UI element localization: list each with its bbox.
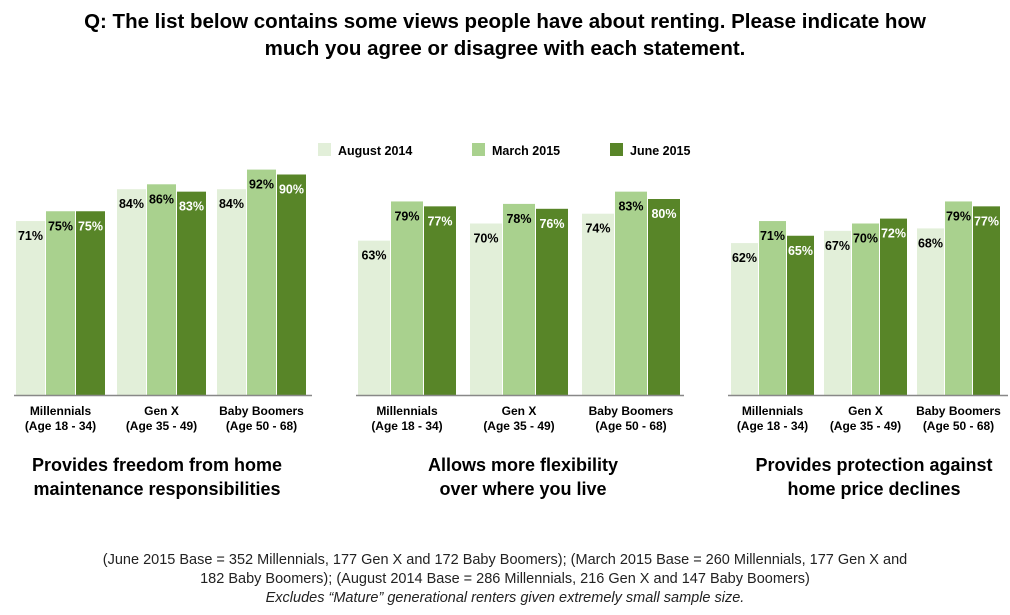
category-label-2-0: Millennials xyxy=(742,404,804,418)
data-label-1-2-0: 74% xyxy=(585,222,610,236)
footnote-line-3: Excludes “Mature” generational renters g… xyxy=(265,590,745,606)
category-label-1-0: (Age 18 - 34) xyxy=(371,419,442,433)
category-label-0-0: Millennials xyxy=(30,404,92,418)
legend-label-2: June 2015 xyxy=(630,144,691,158)
category-label-0-2: Baby Boomers xyxy=(219,404,304,418)
data-label-1-1-1: 78% xyxy=(506,212,531,226)
data-label-0-1-1: 86% xyxy=(149,192,174,206)
chart-title-0: Provides freedom from home xyxy=(32,455,282,475)
bar-2-1-1 xyxy=(852,223,879,395)
bar-2-0-0 xyxy=(731,243,758,395)
bar-1-2-1 xyxy=(615,191,647,395)
category-label-2-1: Gen X xyxy=(848,404,883,418)
bar-0-2-2 xyxy=(277,174,306,395)
data-label-2-0-1: 71% xyxy=(760,229,785,243)
data-label-0-0-0: 71% xyxy=(18,229,43,243)
category-label-0-0: (Age 18 - 34) xyxy=(25,419,96,433)
bar-0-0-2 xyxy=(76,211,105,395)
data-label-1-0-0: 63% xyxy=(361,249,386,263)
bar-2-0-1 xyxy=(759,221,786,395)
bar-2-0-2 xyxy=(787,235,814,395)
bar-2-2-0 xyxy=(917,228,944,395)
bar-0-0-0 xyxy=(16,221,45,395)
category-label-2-0: (Age 18 - 34) xyxy=(737,419,808,433)
data-label-0-0-1: 75% xyxy=(48,219,73,233)
legend-swatch-1 xyxy=(472,143,485,156)
question-line-1: Q: The list below contains some views pe… xyxy=(84,10,926,33)
chart-title-1: over where you live xyxy=(439,479,606,499)
chart-title-1: Allows more flexibility xyxy=(428,455,618,475)
data-label-0-1-2: 83% xyxy=(179,200,204,214)
bar-1-1-2 xyxy=(536,208,568,395)
data-label-0-2-1: 92% xyxy=(249,178,274,192)
footnote-line-2: 182 Baby Boomers); (August 2014 Base = 2… xyxy=(200,571,810,587)
data-label-0-2-2: 90% xyxy=(279,183,304,197)
data-label-1-1-2: 76% xyxy=(539,217,564,231)
footnote: (June 2015 Base = 352 Millennials, 177 G… xyxy=(0,551,1010,608)
bar-1-2-2 xyxy=(648,199,680,395)
bar-1-2-0 xyxy=(582,213,614,395)
bar-0-1-1 xyxy=(147,184,176,395)
category-label-1-1: Gen X xyxy=(502,404,537,418)
data-label-2-1-1: 70% xyxy=(853,232,878,246)
bar-1-0-2 xyxy=(424,206,456,395)
category-label-0-1: Gen X xyxy=(144,404,179,418)
category-label-1-2: Baby Boomers xyxy=(589,404,674,418)
chart-title-2: Provides protection against xyxy=(755,455,992,475)
data-label-0-1-0: 84% xyxy=(119,197,144,211)
data-label-1-0-1: 79% xyxy=(394,209,419,223)
data-label-2-0-0: 62% xyxy=(732,251,757,265)
category-label-0-2: (Age 50 - 68) xyxy=(226,419,297,433)
bar-2-1-0 xyxy=(824,230,851,395)
question-line-2: much you agree or disagree with each sta… xyxy=(264,37,746,60)
bar-0-2-0 xyxy=(217,189,246,395)
category-label-1-2: (Age 50 - 68) xyxy=(595,419,666,433)
bar-1-0-0 xyxy=(358,240,390,395)
legend-label-0: August 2014 xyxy=(338,144,412,158)
footnote-line-1: (June 2015 Base = 352 Millennials, 177 G… xyxy=(102,552,908,568)
bar-0-0-1 xyxy=(46,211,75,395)
bar-2-1-2 xyxy=(880,218,907,395)
bar-0-2-1 xyxy=(247,169,276,395)
data-label-2-2-0: 68% xyxy=(918,236,943,250)
chart-title-0: maintenance responsibilities xyxy=(33,479,280,499)
bar-0-1-0 xyxy=(117,189,146,395)
category-label-1-0: Millennials xyxy=(376,404,438,418)
bar-1-1-1 xyxy=(503,203,535,395)
category-label-0-1: (Age 35 - 49) xyxy=(126,419,197,433)
chart-title-2: home price declines xyxy=(787,479,960,499)
bar-2-2-2 xyxy=(973,206,1000,395)
data-label-1-2-1: 83% xyxy=(618,200,643,214)
data-label-2-2-1: 79% xyxy=(946,209,971,223)
data-label-1-1-0: 70% xyxy=(473,232,498,246)
data-label-1-0-2: 77% xyxy=(427,214,452,228)
category-label-2-2: (Age 50 - 68) xyxy=(923,419,994,433)
legend-swatch-2 xyxy=(610,143,623,156)
legend-swatch-0 xyxy=(318,143,331,156)
question-title: Q: The list below contains some views pe… xyxy=(0,8,1010,62)
category-label-1-1: (Age 35 - 49) xyxy=(483,419,554,433)
data-label-0-2-0: 84% xyxy=(219,197,244,211)
bar-0-1-2 xyxy=(177,191,206,395)
data-label-2-1-0: 67% xyxy=(825,239,850,253)
data-label-2-0-2: 65% xyxy=(788,244,813,258)
bar-1-0-1 xyxy=(391,201,423,395)
category-label-2-1: (Age 35 - 49) xyxy=(830,419,901,433)
data-label-2-1-2: 72% xyxy=(881,227,906,241)
data-label-2-2-2: 77% xyxy=(974,214,999,228)
data-label-0-0-2: 75% xyxy=(78,219,103,233)
legend-label-1: March 2015 xyxy=(492,144,560,158)
category-label-2-2: Baby Boomers xyxy=(916,404,1001,418)
bar-1-1-0 xyxy=(470,223,502,395)
data-label-1-2-2: 80% xyxy=(651,207,676,221)
bar-2-2-1 xyxy=(945,201,972,395)
